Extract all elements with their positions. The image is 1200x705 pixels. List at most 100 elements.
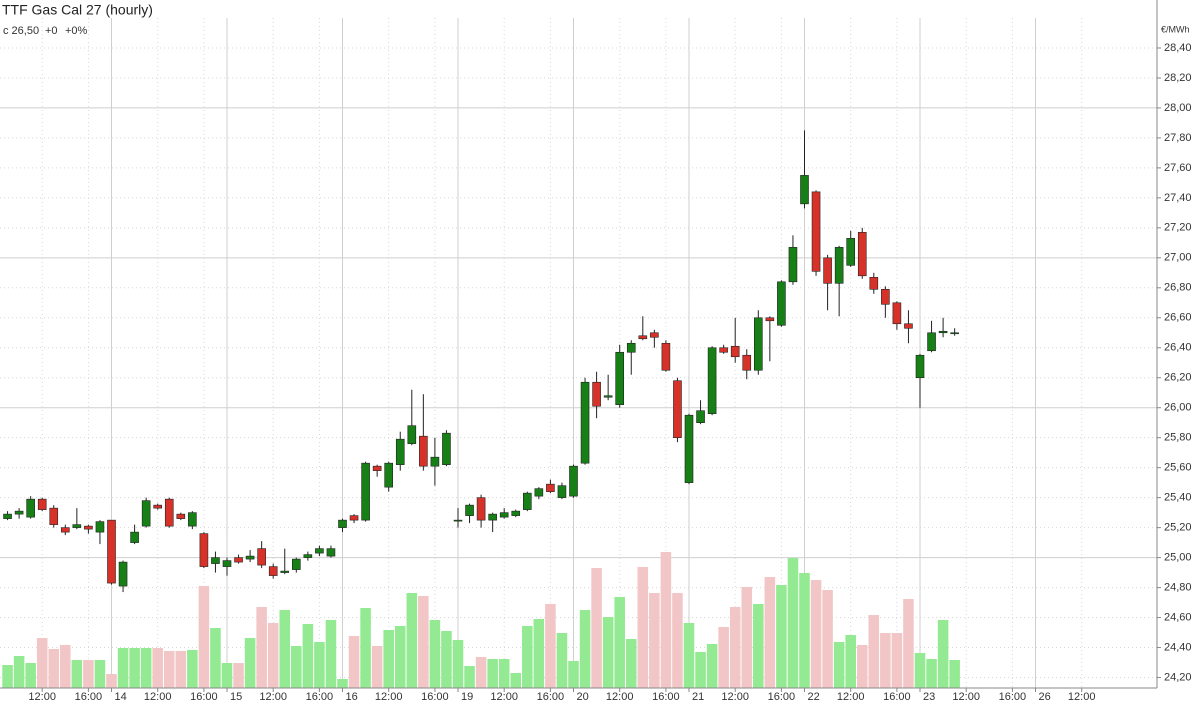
- volume-bar: [903, 599, 914, 688]
- volume-bar: [71, 660, 83, 688]
- volume-bar: [13, 656, 25, 688]
- candle-body: [442, 432, 451, 465]
- x-tick-label: 12:00: [837, 691, 865, 703]
- grid: [0, 18, 1157, 688]
- x-tick-label: 12:00: [606, 691, 634, 703]
- x-tick-label: 12:00: [1068, 691, 1096, 703]
- x-tick-label: 16:00: [190, 691, 218, 703]
- volume-bar: [25, 663, 36, 688]
- axes: 24,20 24,40 24,60 24,80 25,00 25,20 25,40 25,60…: [28, 42, 1191, 703]
- y-axis-label: €/MWh: [1161, 24, 1190, 34]
- x-tick-label: 12:00: [28, 691, 56, 703]
- candle-body: [915, 354, 925, 379]
- y-tick-label: 24,40: [1164, 641, 1192, 653]
- candle-body: [315, 548, 324, 554]
- volume-bar: [83, 660, 94, 688]
- candle-body: [811, 191, 821, 272]
- volume-bar: [106, 674, 117, 688]
- x-tick-label: 21: [692, 691, 704, 703]
- candle-body: [557, 485, 567, 498]
- y-tick-label: 28,40: [1164, 42, 1192, 54]
- volume-bar: [718, 627, 729, 688]
- candle-body: [881, 288, 890, 305]
- volume-bar: [221, 663, 233, 688]
- candle-body: [280, 570, 290, 573]
- volume-bar: [579, 610, 591, 688]
- candle-body: [164, 498, 174, 527]
- volume-bar: [360, 608, 371, 688]
- candle-body: [188, 512, 197, 527]
- candle-body: [696, 410, 705, 423]
- y-tick-label: 25,60: [1164, 462, 1192, 474]
- volume-bar: [868, 615, 880, 688]
- volume-bar: [926, 659, 937, 688]
- x-tick-label: 12:00: [375, 691, 403, 703]
- candle-body: [465, 504, 474, 516]
- volume-bar: [371, 646, 383, 688]
- candle-body: [488, 513, 497, 521]
- volume-bar: [256, 607, 267, 688]
- candle-body: [638, 335, 648, 340]
- volume-bar: [822, 590, 833, 688]
- volume-bar: [464, 666, 475, 688]
- volume-bar: [880, 633, 891, 688]
- candle-body: [37, 498, 47, 510]
- volume-bar: [163, 651, 175, 688]
- volume-bar: [441, 631, 452, 688]
- volume-bar: [591, 568, 602, 688]
- candle-body: [927, 332, 936, 352]
- volume-bar: [706, 644, 718, 688]
- volume-bar: [741, 587, 753, 688]
- candle-body: [130, 531, 139, 543]
- candle-body: [846, 238, 856, 266]
- x-tick-label: 16:00: [75, 691, 103, 703]
- x-tick-label: 19: [461, 691, 473, 703]
- volume-bar: [48, 649, 60, 688]
- x-tick-label: 22: [808, 691, 820, 703]
- candle-body: [26, 498, 35, 518]
- change-percent: +0%: [65, 25, 88, 37]
- candle-layer: [3, 130, 959, 593]
- volume-bar: [729, 607, 741, 688]
- candle-body: [349, 515, 359, 521]
- x-tick-label: 12:00: [490, 691, 518, 703]
- x-tick-label: 23: [923, 691, 935, 703]
- candle-body: [95, 521, 105, 533]
- volume-bar: [140, 648, 152, 688]
- y-tick-label: 25,00: [1164, 552, 1192, 564]
- volume-bar: [348, 636, 360, 688]
- volume-bar: [683, 623, 695, 688]
- candle-body: [857, 232, 867, 277]
- candle-body: [823, 257, 832, 284]
- volume-bar: [891, 633, 903, 688]
- volume-bar: [625, 639, 637, 688]
- volume-bar: [937, 620, 949, 688]
- volume-bar: [833, 642, 845, 688]
- x-tick-label: 12:00: [952, 691, 980, 703]
- x-tick-label: 26: [1039, 691, 1051, 703]
- candle-body: [72, 524, 82, 528]
- volume-bar: [452, 640, 464, 688]
- candle-body: [84, 525, 93, 530]
- y-tick-label: 26,20: [1164, 372, 1192, 384]
- volume-bar: [2, 665, 13, 688]
- candle-body: [707, 347, 717, 415]
- y-tick-label: 27,40: [1164, 192, 1192, 204]
- candle-body: [303, 554, 313, 558]
- candle-body: [338, 519, 347, 528]
- volume-bar: [267, 623, 279, 688]
- volume-bar: [325, 620, 337, 688]
- volume-bar: [498, 659, 510, 688]
- candle-body: [673, 380, 682, 438]
- volume-bar: [614, 597, 625, 688]
- volume-bar: [649, 593, 660, 688]
- x-tick-label: 16:00: [768, 691, 796, 703]
- x-tick-label: 16:00: [306, 691, 334, 703]
- volume-bar: [175, 651, 187, 688]
- candle-body: [869, 277, 879, 290]
- x-tick-label: 16:00: [537, 691, 565, 703]
- candle-body: [834, 247, 844, 284]
- y-tick-label: 25,40: [1164, 492, 1192, 504]
